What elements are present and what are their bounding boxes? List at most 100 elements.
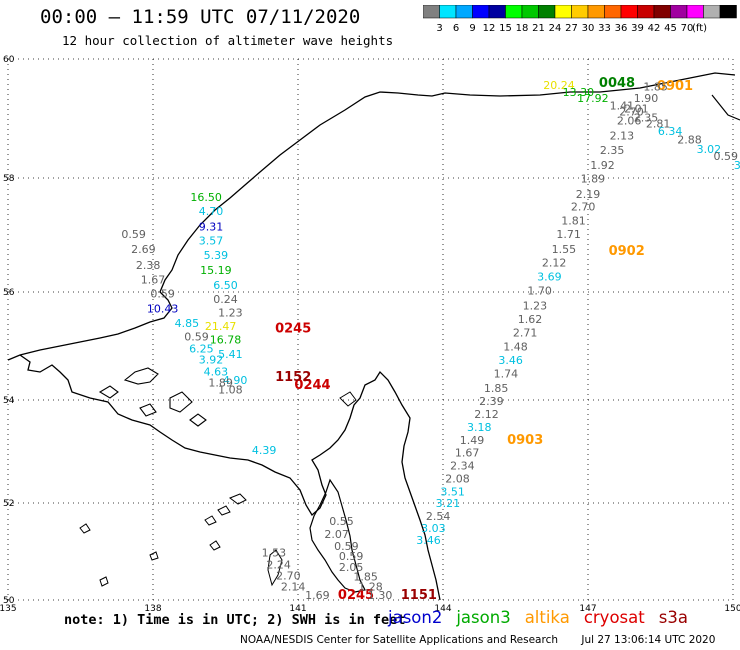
wave-height-label: 1.53 [262, 546, 287, 559]
small-islands [79, 391, 357, 587]
longitude-label: 144 [434, 604, 451, 614]
legend-item-altika: altika [524, 608, 570, 627]
wave-height-label: 2.81 [646, 117, 671, 130]
wave-height-label: 2.35 [600, 144, 625, 157]
wave-height-label: 10.43 [147, 303, 179, 316]
wave-height-label: 2.39 [479, 395, 504, 408]
colorbar-unit: (ft) [692, 23, 707, 34]
wave-height-label: 4.63 [204, 366, 229, 379]
legend-item-s3a: s3a [658, 608, 688, 627]
wave-height-label: 3.02 [697, 143, 722, 156]
wave-height-label: 0.24 [213, 293, 238, 306]
colorbar-swatch [719, 5, 737, 19]
wave-height-label: 4.70 [199, 205, 224, 218]
wave-height-label: 6.50 [213, 279, 238, 292]
wave-height-label: 21.47 [205, 320, 237, 333]
wave-height-label: 1.69 [305, 589, 330, 602]
wave-height-label: 5.39 [204, 249, 229, 262]
wave-height-label: 1.28 [358, 580, 383, 593]
latitude-label: 54 [3, 396, 15, 406]
wave-height-label: 2.12 [542, 256, 567, 269]
wave-height-label: 13.30 [563, 86, 595, 99]
wave-height-label: 2.70 [276, 570, 301, 583]
longitude-label: 135 [0, 604, 17, 614]
longitude-label: 141 [289, 604, 306, 614]
wave-height-label: 20.24 [543, 79, 575, 92]
wave-height-label: 1.85 [353, 571, 378, 584]
latitude-label: 52 [3, 499, 14, 509]
colorbar-label: 42 [648, 23, 661, 34]
wave-height-label: 2.01 [624, 103, 649, 116]
wave-height-label: 3.18 [467, 421, 492, 434]
map-subtitle: 12 hour collection of altimeter wave hei… [62, 33, 394, 48]
wave-height-label: 4.85 [175, 317, 200, 330]
wave-height-label: 2.06 [617, 114, 642, 127]
wave-height-label: 0.59 [714, 150, 739, 163]
axis-labels: 135 138 141 144 147 150 60 58 56 54 52 50 [0, 55, 740, 614]
wave-height-label: 1.41 [610, 100, 635, 113]
wave-height-label: 1.71 [556, 228, 581, 241]
wave-height-label: 2.05 [339, 561, 364, 574]
wave-height-label: 0.59 [339, 550, 364, 563]
wave-height-label: 5.41 [218, 348, 243, 361]
wave-height-label: 1.48 [503, 340, 528, 353]
colorbar-label: 45 [664, 23, 677, 34]
wave-height-label: 1.92 [590, 159, 615, 172]
wave-height-label: 3.92 [199, 353, 224, 366]
wave-height-label: 2.88 [677, 133, 702, 146]
wave-height-label: 2.07 [324, 528, 349, 541]
colorbar-label: 27 [565, 23, 578, 34]
wave-height-label: 3.03 [421, 522, 446, 535]
wave-height-label: 2.24 [266, 558, 291, 571]
colorbar-label: 6 [453, 23, 459, 34]
colorbar-label: 9 [469, 23, 475, 34]
wave-height-label: 2.19 [576, 188, 601, 201]
colorbar-label: 21 [532, 23, 545, 34]
wave-height-label: 1.67 [455, 447, 480, 460]
wave-height-label: 1.23 [218, 306, 243, 319]
wave-height-label: 4.39 [252, 444, 277, 457]
wave-height-label: 0.59 [334, 540, 359, 553]
colorbar-label: 12 [483, 23, 496, 34]
wave-height-label: 1.85 [484, 382, 509, 395]
longitude-label: 150 [724, 604, 740, 614]
footer-credit: NOAA/NESDIS Center for Satellite Applica… [240, 634, 558, 646]
wave-height-label: 1.89 [208, 377, 233, 390]
map-title: 00:00 – 11:59 UTC 07/11/2020 [40, 6, 361, 28]
legend-item-jason3: jason3 [456, 608, 511, 627]
colorbar-label: 15 [499, 23, 512, 34]
wave-height-label: 1.55 [552, 243, 577, 256]
wave-height-label: 1.67 [141, 273, 166, 286]
colorbar-label: 30 [582, 23, 595, 34]
pass-time-label: 0902 [609, 244, 645, 259]
wave-height-label: 1.90 [634, 92, 659, 105]
colorbar-label: 70 [681, 23, 694, 34]
wave-height-label: 3.69 [537, 271, 562, 284]
colorbar-label: 36 [615, 23, 628, 34]
latitude-label: 60 [3, 55, 15, 65]
wave-height-label: 2.70 [571, 200, 596, 213]
wave-height-label: 2.38 [136, 259, 161, 272]
wave-height-label: 4.90 [223, 374, 248, 387]
colorbar-label: 33 [598, 23, 611, 34]
satellite-legend: jason2 jason3 altika cryosat s3a [388, 608, 702, 627]
wave-height-label: 17.92 [577, 92, 609, 105]
wave-height-label: 2.69 [131, 243, 156, 256]
wave-height-label: 2.08 [445, 472, 470, 485]
wave-height-label: 2.34 [450, 460, 475, 473]
wave-height-label: 2.70 [619, 106, 644, 119]
wave-height-label: 2.13 [610, 129, 635, 142]
longitude-label: 147 [579, 604, 596, 614]
latitude-label: 56 [3, 288, 15, 298]
wave-height-label: 2.54 [426, 510, 451, 523]
longitude-label: 138 [144, 604, 161, 614]
pass-time-label: 0245 [275, 322, 311, 337]
wave-height-label: 1.70 [527, 285, 552, 298]
wave-height-label: 1.62 [518, 313, 543, 326]
wave-height-label: 3.46 [498, 354, 523, 367]
wave-height-label: 16.50 [190, 191, 222, 204]
graticule-grid [7, 58, 734, 601]
wave-height-label: 2.14 [281, 580, 306, 593]
